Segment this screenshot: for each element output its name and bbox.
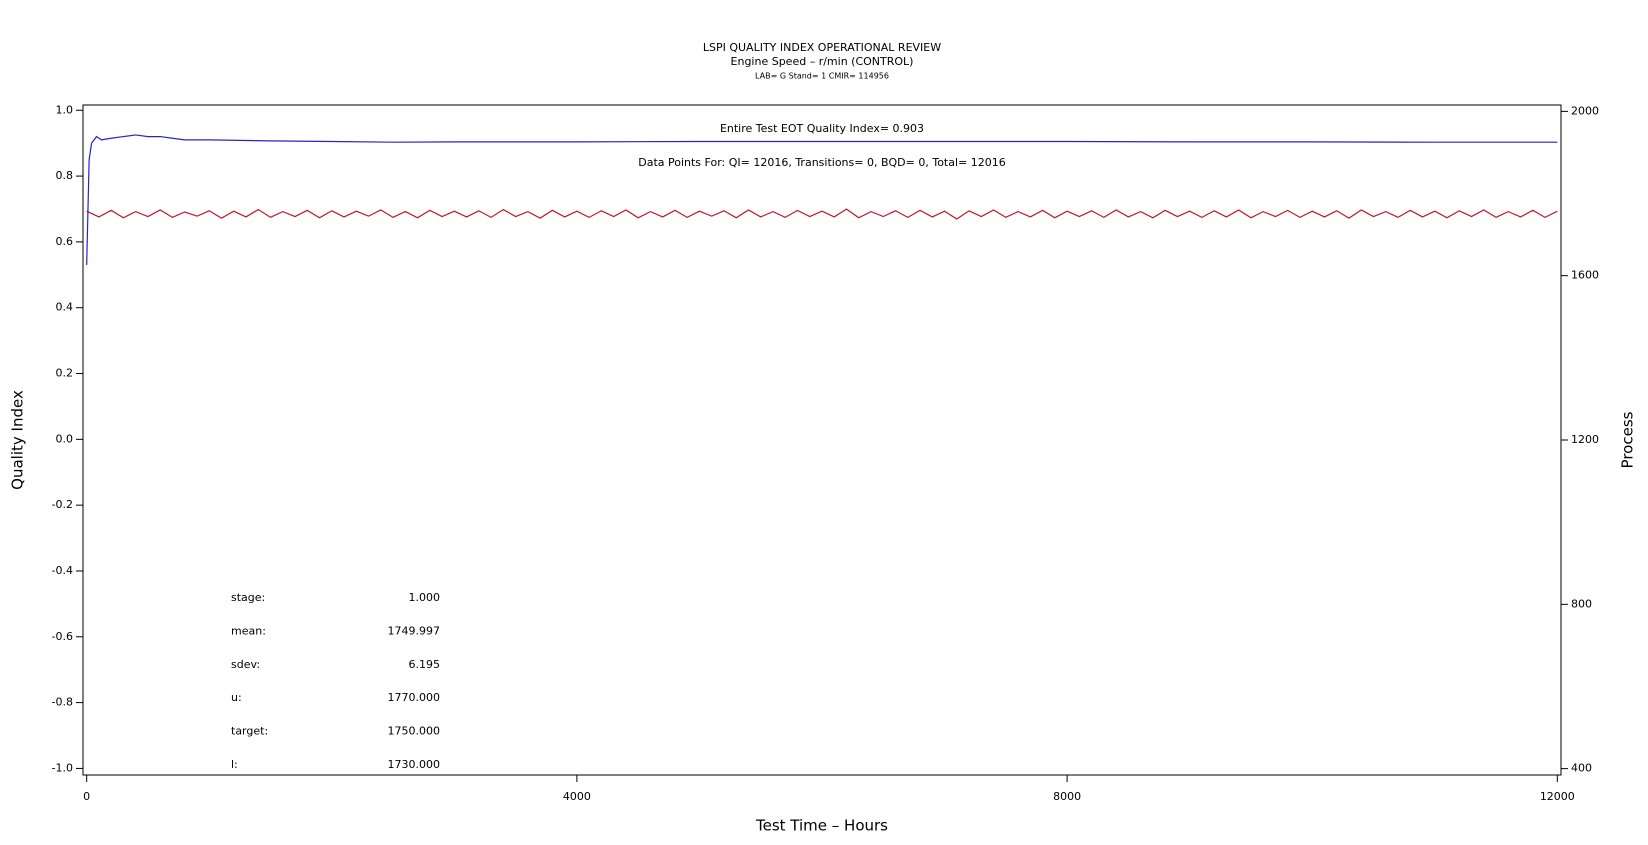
x-tick-label: 4000 bbox=[563, 790, 591, 803]
y-tick-label: 0.8 bbox=[56, 169, 74, 182]
stat-label: u: bbox=[231, 691, 242, 704]
y2-tick-label: 400 bbox=[1571, 762, 1592, 775]
stat-value: 1750.000 bbox=[388, 725, 441, 738]
chart-caption: LAB= G Stand= 1 CMIR= 114956 bbox=[755, 72, 889, 81]
y-tick-label: 0.6 bbox=[56, 235, 74, 248]
stat-value: 1770.000 bbox=[388, 691, 441, 704]
chart-subtitle: Engine Speed – r/min (CONTROL) bbox=[731, 55, 914, 68]
plot-frame bbox=[82, 104, 1562, 776]
chart-title: LSPI QUALITY INDEX OPERATIONAL REVIEW bbox=[703, 41, 941, 54]
series-line bbox=[86, 208, 1558, 220]
x-tick-label: 12000 bbox=[1540, 790, 1575, 803]
stat-value: 1730.000 bbox=[388, 758, 441, 771]
y-axis-label: Quality Index bbox=[9, 390, 27, 490]
x-axis-label: Test Time – Hours bbox=[755, 817, 888, 835]
y2-tick-label: 1200 bbox=[1571, 433, 1599, 446]
stat-value: 6.195 bbox=[409, 658, 441, 671]
annotation: Entire Test EOT Quality Index= 0.903 bbox=[720, 122, 924, 135]
y-tick-label: -0.2 bbox=[52, 498, 73, 511]
x-tick-label: 0 bbox=[83, 790, 90, 803]
y-tick-label: 0.4 bbox=[56, 301, 74, 314]
y-tick-label: -0.8 bbox=[52, 696, 73, 709]
stat-label: mean: bbox=[231, 624, 266, 637]
series-line bbox=[86, 134, 1558, 265]
stat-value: 1749.997 bbox=[388, 624, 441, 637]
x-tick-label: 8000 bbox=[1053, 790, 1081, 803]
stat-value: 1.000 bbox=[409, 591, 441, 604]
stat-label: stage: bbox=[231, 591, 265, 604]
annotation: Data Points For: QI= 12016, Transitions=… bbox=[638, 156, 1006, 169]
y2-tick-label: 2000 bbox=[1571, 104, 1599, 117]
y2-tick-label: 800 bbox=[1571, 597, 1592, 610]
y-tick-label: -0.4 bbox=[52, 564, 73, 577]
stat-label: target: bbox=[231, 725, 268, 738]
y2-axis-label: Process bbox=[1619, 411, 1637, 468]
y-tick-label: 0.2 bbox=[56, 367, 74, 380]
y-tick-label: 1.0 bbox=[56, 103, 74, 116]
y2-tick-label: 1600 bbox=[1571, 269, 1599, 282]
y-tick-label: -1.0 bbox=[52, 761, 73, 774]
stat-label: sdev: bbox=[231, 658, 260, 671]
stat-label: l: bbox=[231, 758, 238, 771]
y-tick-label: 0.0 bbox=[56, 432, 74, 445]
y-tick-label: -0.6 bbox=[52, 630, 73, 643]
